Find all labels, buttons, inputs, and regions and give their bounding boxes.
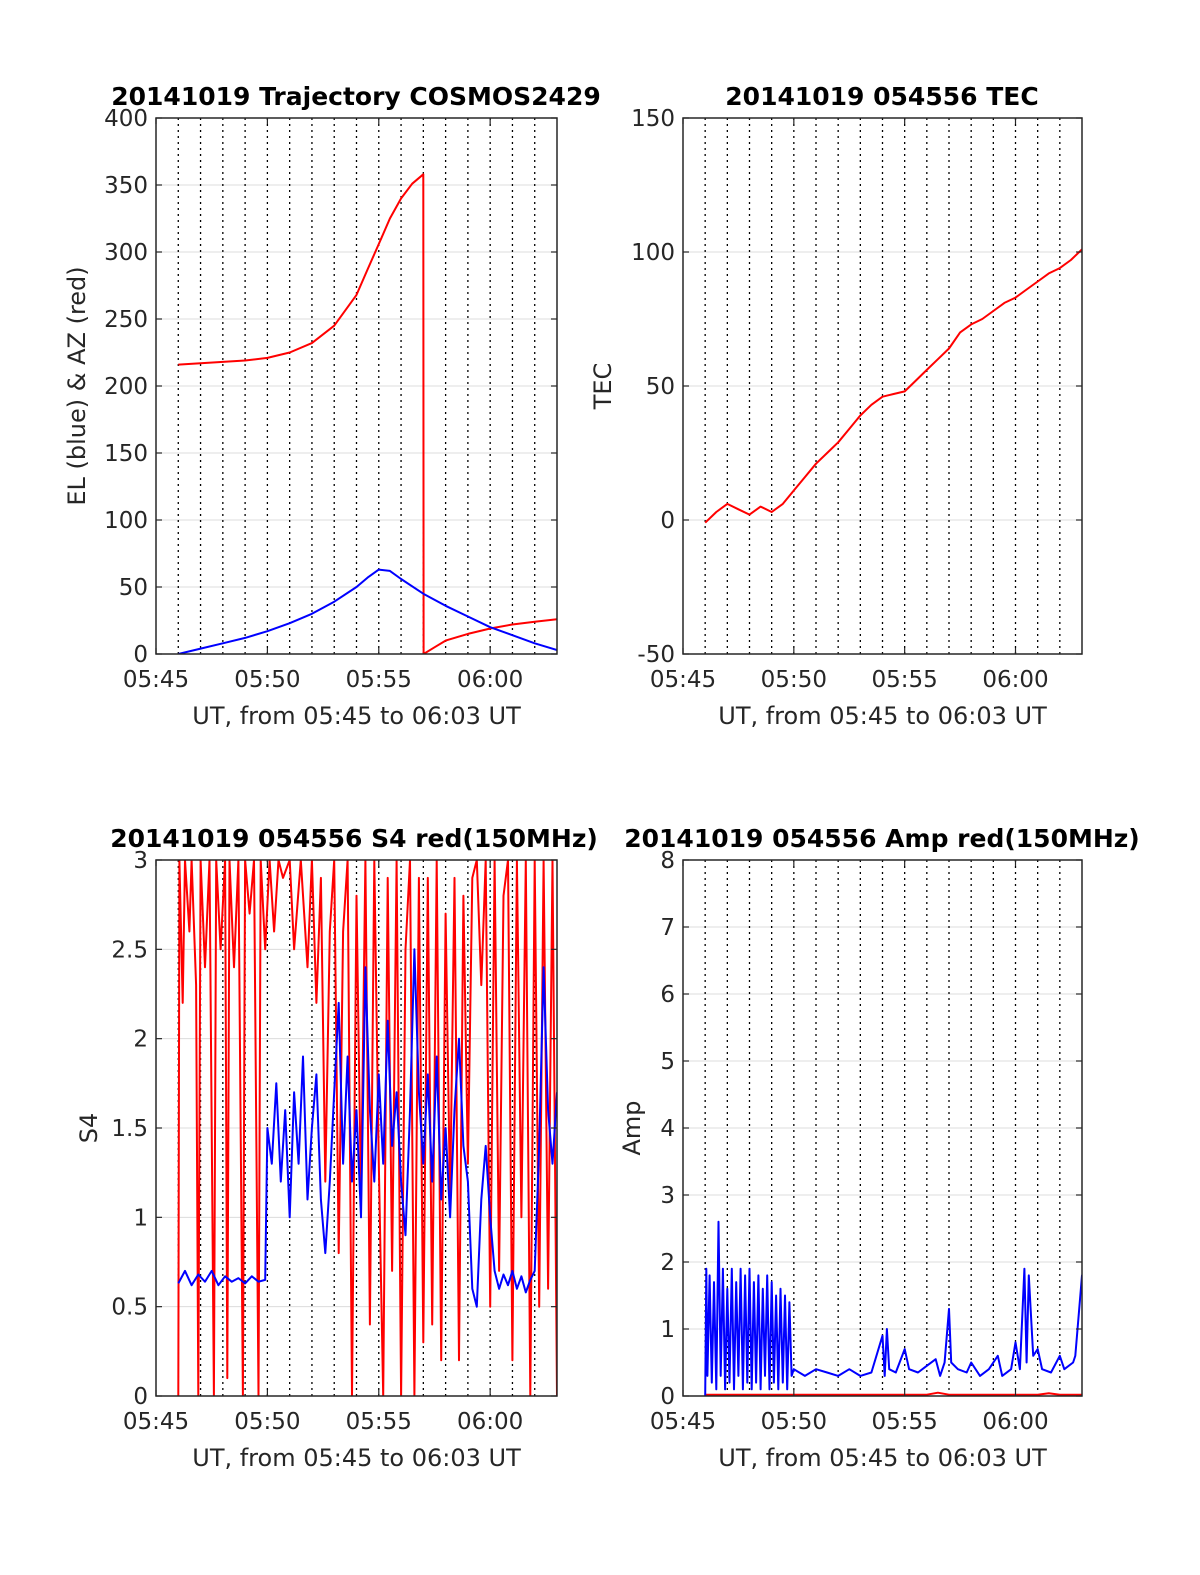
amp-xtick-label: 05:50 <box>761 1409 827 1435</box>
s4-xtick-label: 05:50 <box>234 1409 300 1435</box>
amp-ytick-label: 4 <box>660 1116 675 1142</box>
trajectory-ytick-label: 400 <box>104 106 148 132</box>
amp-x-axis-label: UT, from 05:45 to 06:03 UT <box>718 1444 1047 1472</box>
trajectory-xtick-label: 05:50 <box>234 667 300 693</box>
tec-ytick-label: 0 <box>660 508 675 534</box>
s4-ytick-label: 2 <box>133 1027 148 1053</box>
tec-series-red-line <box>704 248 1082 524</box>
amp-ytick-label: 7 <box>660 915 675 941</box>
amp-ytick-label: 1 <box>660 1317 675 1343</box>
trajectory-x-axis-label: UT, from 05:45 to 06:03 UT <box>192 702 521 730</box>
tec-x-axis-label: UT, from 05:45 to 06:03 UT <box>718 702 1047 730</box>
trajectory-chart-title: 20141019 Trajectory COSMOS2429 <box>111 82 601 111</box>
trajectory-xtick-label: 05:45 <box>123 667 189 693</box>
s4-xtick-label: 05:55 <box>346 1409 412 1435</box>
s4-y-axis-label: S4 <box>75 1113 103 1144</box>
tec-xtick-label: 05:50 <box>761 667 827 693</box>
s4-series-blue-line <box>177 948 557 1308</box>
amp-ytick-label: 6 <box>660 982 675 1008</box>
amp-series-blue-line <box>704 1220 1082 1396</box>
trajectory-ytick-label: 250 <box>104 307 148 333</box>
s4-xtick-label: 06:00 <box>457 1409 523 1435</box>
s4-ytick-label: 3 <box>133 848 148 874</box>
trajectory-xtick-label: 05:55 <box>346 667 412 693</box>
amp-xtick-label: 05:45 <box>650 1409 716 1435</box>
amp-chart-title: 20141019 054556 Amp red(150MHz) <box>624 824 1140 853</box>
amp-panel: 0 1 2 3 4 5 6 7 8 05:45 05:50 05:55 06:00 20141019 05… <box>618 824 1140 1472</box>
s4-ytick-label: 1 <box>133 1205 148 1231</box>
tec-ytick-label: 150 <box>631 106 675 132</box>
s4-panel: 0 0.5 1 1.5 2 2.5 3 05:45 05:50 05:55 06:00 2014101… <box>75 824 598 1472</box>
tec-ytick-label: 100 <box>631 240 675 266</box>
s4-chart-title: 20141019 054556 S4 red(150MHz) <box>110 824 598 853</box>
trajectory-ytick-label: 350 <box>104 173 148 199</box>
tec-chart-title: 20141019 054556 TEC <box>725 82 1038 111</box>
tec-panel: -50 0 50 100 150 05:45 05:50 05:55 06:00 20141019… <box>589 82 1083 730</box>
tec-xtick-label: 05:55 <box>872 667 938 693</box>
tec-y-axis-label: TEC <box>589 363 617 411</box>
amp-y-axis-label: Amp <box>618 1100 646 1155</box>
trajectory-ytick-label: 50 <box>119 575 148 601</box>
trajectory-series-red-line <box>178 173 557 654</box>
s4-ytick-label: 2.5 <box>111 937 148 963</box>
trajectory-y-axis-label: EL (blue) & AZ (red) <box>63 266 91 505</box>
tec-xtick-label: 06:00 <box>982 667 1048 693</box>
s4-x-axis-label: UT, from 05:45 to 06:03 UT <box>192 1444 521 1472</box>
trajectory-ytick-label: 100 <box>104 508 148 534</box>
s4-xtick-label: 05:45 <box>123 1409 189 1435</box>
s4-ytick-label: 1.5 <box>111 1116 148 1142</box>
s4-ytick-label: 0.5 <box>111 1295 148 1321</box>
s4-ytick-label: 0 <box>133 1384 148 1410</box>
amp-ytick-label: 5 <box>660 1049 675 1075</box>
trajectory-panel: 0 50 100 150 200 250 300 350 400 05:45 05:50 05:55 0… <box>63 82 601 730</box>
tec-xtick-label: 05:45 <box>650 667 716 693</box>
trajectory-ytick-label: 300 <box>104 240 148 266</box>
amp-series-red-line <box>705 1391 1082 1396</box>
amp-ytick-label: 2 <box>660 1250 675 1276</box>
tec-ytick-label: 50 <box>646 374 675 400</box>
amp-ytick-label: 0 <box>660 1384 675 1410</box>
trajectory-xtick-label: 06:00 <box>457 667 523 693</box>
trajectory-ytick-label: 150 <box>104 441 148 467</box>
amp-ytick-label: 8 <box>660 848 675 874</box>
trajectory-ytick-label: 0 <box>133 642 148 668</box>
amp-xtick-label: 05:55 <box>872 1409 938 1435</box>
amp-xtick-label: 06:00 <box>982 1409 1048 1435</box>
trajectory-series-blue-line <box>178 568 557 654</box>
tec-ytick-label: -50 <box>637 642 675 668</box>
amp-ytick-label: 3 <box>660 1183 675 1209</box>
trajectory-ytick-label: 200 <box>104 374 148 400</box>
